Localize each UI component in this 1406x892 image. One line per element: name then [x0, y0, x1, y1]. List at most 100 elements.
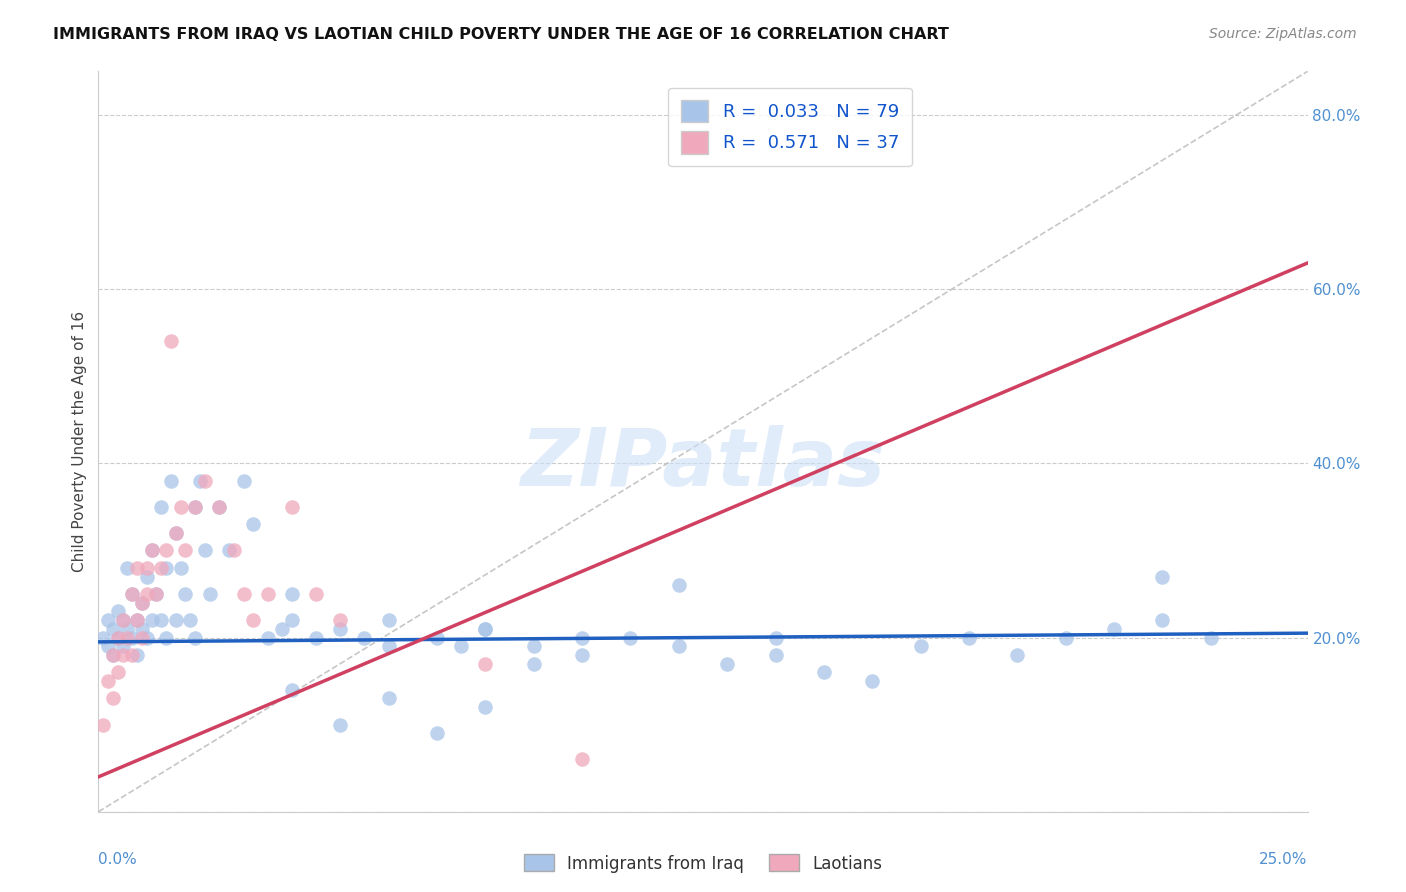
Point [91, 631, 114, 645]
Point [232, 587, 254, 601]
Point [165, 526, 187, 541]
Point [329, 717, 352, 731]
Point [474, 622, 496, 636]
Point [127, 648, 149, 662]
Point [426, 726, 449, 740]
Point [145, 587, 167, 601]
Point [111, 639, 134, 653]
Point [571, 648, 593, 662]
Point [97, 613, 120, 627]
Point [101, 622, 124, 636]
Point [131, 596, 153, 610]
Text: Source: ZipAtlas.com: Source: ZipAtlas.com [1209, 27, 1357, 41]
Point [127, 613, 149, 627]
Point [474, 700, 496, 714]
Point [281, 500, 304, 514]
Point [353, 631, 375, 645]
Point [135, 587, 157, 601]
Point [111, 648, 134, 662]
Point [150, 500, 173, 514]
Point [131, 596, 153, 610]
Point [135, 631, 157, 645]
Point [184, 631, 207, 645]
Point [117, 561, 139, 575]
Point [169, 561, 191, 575]
Point [426, 631, 449, 645]
Point [1199, 631, 1222, 645]
Point [1152, 569, 1174, 583]
Point [1152, 613, 1174, 627]
Point [523, 639, 546, 653]
Point [121, 631, 143, 645]
Text: IMMIGRANTS FROM IRAQ VS LAOTIAN CHILD POVERTY UNDER THE AGE OF 16 CORRELATION CH: IMMIGRANTS FROM IRAQ VS LAOTIAN CHILD PO… [53, 27, 949, 42]
Point [141, 613, 163, 627]
Point [305, 631, 328, 645]
Point [222, 543, 245, 558]
Point [121, 648, 143, 662]
Point [117, 631, 139, 645]
Point [957, 631, 980, 645]
Point [141, 543, 163, 558]
Point [281, 613, 304, 627]
Point [101, 648, 124, 662]
Point [155, 631, 177, 645]
Point [668, 639, 690, 653]
Point [127, 561, 149, 575]
Point [716, 657, 738, 671]
Point [101, 691, 124, 706]
Point [111, 613, 134, 627]
Point [256, 631, 278, 645]
Text: 25.0%: 25.0% [1260, 853, 1308, 867]
Point [571, 752, 593, 766]
Point [107, 665, 129, 680]
Point [141, 543, 163, 558]
Point [194, 543, 217, 558]
Point [165, 526, 187, 541]
Point [169, 500, 191, 514]
Point [305, 587, 328, 601]
Point [101, 648, 124, 662]
Point [765, 631, 787, 645]
Point [160, 474, 183, 488]
Point [813, 665, 835, 680]
Point [377, 691, 399, 706]
Point [91, 717, 114, 731]
Point [107, 604, 129, 618]
Point [155, 543, 177, 558]
Point [174, 543, 197, 558]
Point [111, 613, 134, 627]
Point [188, 474, 211, 488]
Point [474, 657, 496, 671]
Legend: R =  0.033   N = 79, R =  0.571   N = 37: R = 0.033 N = 79, R = 0.571 N = 37 [668, 87, 911, 166]
Point [329, 613, 352, 627]
Point [179, 613, 201, 627]
Point [765, 648, 787, 662]
Point [97, 674, 120, 689]
Text: 0.0%: 0.0% [98, 853, 138, 867]
Point [668, 578, 690, 592]
Point [150, 561, 173, 575]
Point [571, 631, 593, 645]
Text: ZIPatlas: ZIPatlas [520, 425, 886, 503]
Point [523, 657, 546, 671]
Point [232, 474, 254, 488]
Point [155, 561, 177, 575]
Point [208, 500, 231, 514]
Legend: Immigrants from Iraq, Laotians: Immigrants from Iraq, Laotians [517, 847, 889, 880]
Point [135, 561, 157, 575]
Point [242, 517, 264, 532]
Point [377, 639, 399, 653]
Point [281, 587, 304, 601]
Point [198, 587, 221, 601]
Point [131, 631, 153, 645]
Point [145, 587, 167, 601]
Point [107, 631, 129, 645]
Point [174, 587, 197, 601]
Point [107, 631, 129, 645]
Point [910, 639, 932, 653]
Point [860, 674, 883, 689]
Point [184, 500, 207, 514]
Point [281, 682, 304, 697]
Point [117, 622, 139, 636]
Point [121, 587, 143, 601]
